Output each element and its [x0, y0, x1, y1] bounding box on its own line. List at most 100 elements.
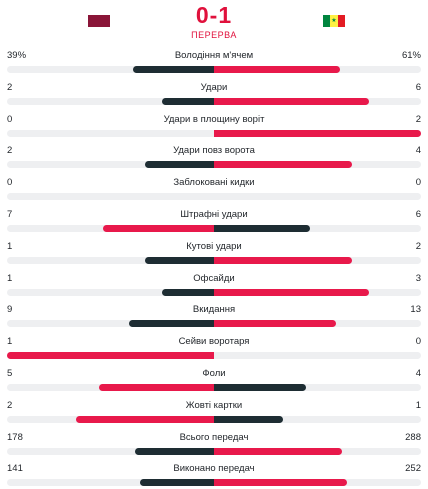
stat-row: 9 Вкидання 13	[0, 298, 428, 330]
stat-row: 39% Володіння м'ячем 61%	[0, 44, 428, 76]
stat-away-bar	[214, 161, 352, 169]
stat-away-bar	[214, 383, 306, 391]
stat-label: Офсайди	[193, 272, 235, 284]
stat-away-value: 4	[415, 367, 421, 379]
stat-row: 2 Удари повз ворота 4	[0, 139, 428, 171]
stat-home-bar	[7, 352, 214, 360]
stat-label: Виконано передач	[173, 463, 255, 475]
stat-row: 7 Штрафні удари 6	[0, 203, 428, 235]
stat-label: Удари	[200, 81, 228, 93]
stat-bar-track	[7, 415, 421, 423]
stat-away-bar	[214, 479, 347, 487]
stat-away-value: 1	[415, 399, 421, 411]
stat-label: Кутові удари	[186, 240, 242, 252]
stat-label: Вкидання	[192, 304, 236, 316]
stat-away-bar	[214, 224, 310, 232]
stat-label: Володіння м'ячем	[174, 50, 254, 61]
stat-label: Сейви воротаря	[178, 336, 250, 348]
stat-bar-track	[7, 288, 421, 296]
stat-home-value: 178	[7, 431, 23, 443]
stat-away-value: 4	[415, 145, 421, 157]
stat-label: Жовті картки	[185, 399, 243, 411]
stat-away-value: 252	[405, 463, 421, 475]
stat-row: 0 Заблоковані кидки 0	[0, 171, 428, 203]
stat-home-bar	[162, 288, 214, 296]
stat-home-bar	[162, 97, 214, 105]
stat-home-value: 2	[7, 399, 13, 411]
stat-away-bar	[214, 256, 352, 264]
match-period: ПЕРЕРВА	[191, 30, 237, 40]
stat-bar-track	[7, 161, 421, 169]
stat-home-bar	[129, 320, 214, 328]
stat-home-bar	[134, 447, 214, 455]
stat-away-value: 0	[415, 336, 421, 348]
stat-home-value: 5	[7, 367, 13, 379]
stat-bar-track	[7, 447, 421, 455]
senegal-flag-icon: ★	[323, 10, 345, 32]
stat-bar-track	[7, 66, 421, 73]
stat-bar-track	[7, 224, 421, 232]
stat-away-bar	[214, 97, 370, 105]
stat-label: Заблоковані кидки	[173, 177, 255, 189]
stat-home-value: 0	[7, 177, 13, 189]
stat-label: Всього передач	[179, 431, 249, 443]
stat-home-value: 2	[7, 81, 13, 93]
stat-row: 1 Кутові удари 2	[0, 235, 428, 267]
stat-away-value: 2	[415, 240, 421, 252]
stat-away-value: 3	[415, 272, 421, 284]
stat-label: Фоли	[202, 367, 226, 379]
qatar-flag-icon	[88, 10, 110, 32]
stat-away-bar	[214, 415, 283, 423]
stat-bar-track	[7, 256, 421, 264]
stat-home-bar	[102, 224, 214, 232]
stat-row: 2 Жовті картки 1	[0, 394, 428, 426]
stat-away-bar	[214, 320, 337, 328]
stat-row: 141 Виконано передач 252	[0, 457, 428, 489]
stat-home-value: 1	[7, 336, 13, 348]
stat-away-value: 288	[405, 431, 421, 443]
stat-home-bar	[145, 161, 214, 169]
stat-home-value: 141	[7, 463, 23, 475]
stat-home-value: 2	[7, 145, 13, 157]
stat-bar-track	[7, 479, 421, 487]
match-header: 0-1 ПЕРЕРВА ★	[0, 0, 428, 44]
stat-home-value: 1	[7, 272, 13, 284]
stat-bar-track	[7, 129, 421, 137]
stat-home-value: 39%	[7, 50, 27, 61]
stat-home-bar	[139, 479, 214, 487]
stat-home-bar	[99, 383, 214, 391]
stat-label: Удари повз ворота	[173, 145, 255, 157]
stat-home-value: 1	[7, 240, 13, 252]
stat-row: 178 Всього передач 288	[0, 426, 428, 458]
stat-home-bar	[133, 66, 214, 73]
stat-bar-track	[7, 320, 421, 328]
stat-home-value: 9	[7, 304, 13, 316]
stat-away-value: 0	[415, 177, 421, 189]
stat-home-value: 7	[7, 208, 13, 220]
stat-home-value: 0	[7, 113, 13, 125]
stat-away-value: 2	[415, 113, 421, 125]
stat-away-bar	[214, 447, 342, 455]
stat-bar-track	[7, 193, 421, 201]
stat-label: Удари в площину воріт	[163, 113, 265, 125]
stat-row: 2 Удари 6	[0, 76, 428, 108]
stat-home-bar	[145, 256, 214, 264]
stat-away-bar	[214, 288, 370, 296]
stat-bar-track	[7, 383, 421, 391]
match-score: 0-1	[195, 2, 233, 28]
stat-away-bar	[214, 129, 421, 137]
stat-row: 0 Удари в площину воріт 2	[0, 108, 428, 140]
stat-bar-track	[7, 352, 421, 360]
stat-away-value: 13	[410, 304, 421, 316]
stat-home-bar	[76, 415, 214, 423]
stat-row: 1 Сейви воротаря 0	[0, 330, 428, 362]
stat-row: 5 Фоли 4	[0, 362, 428, 394]
stat-bar-track	[7, 97, 421, 105]
stat-away-bar	[214, 66, 341, 73]
stat-label: Штрафні удари	[180, 208, 248, 220]
stats-list: 39% Володіння м'ячем 61% 2 Удари 6 0 Удари в пл…	[0, 44, 428, 489]
stat-row: 1 Офсайди 3	[0, 267, 428, 299]
stat-away-value: 6	[415, 208, 421, 220]
stat-away-value: 6	[415, 81, 421, 93]
stat-away-value: 61%	[401, 50, 421, 61]
